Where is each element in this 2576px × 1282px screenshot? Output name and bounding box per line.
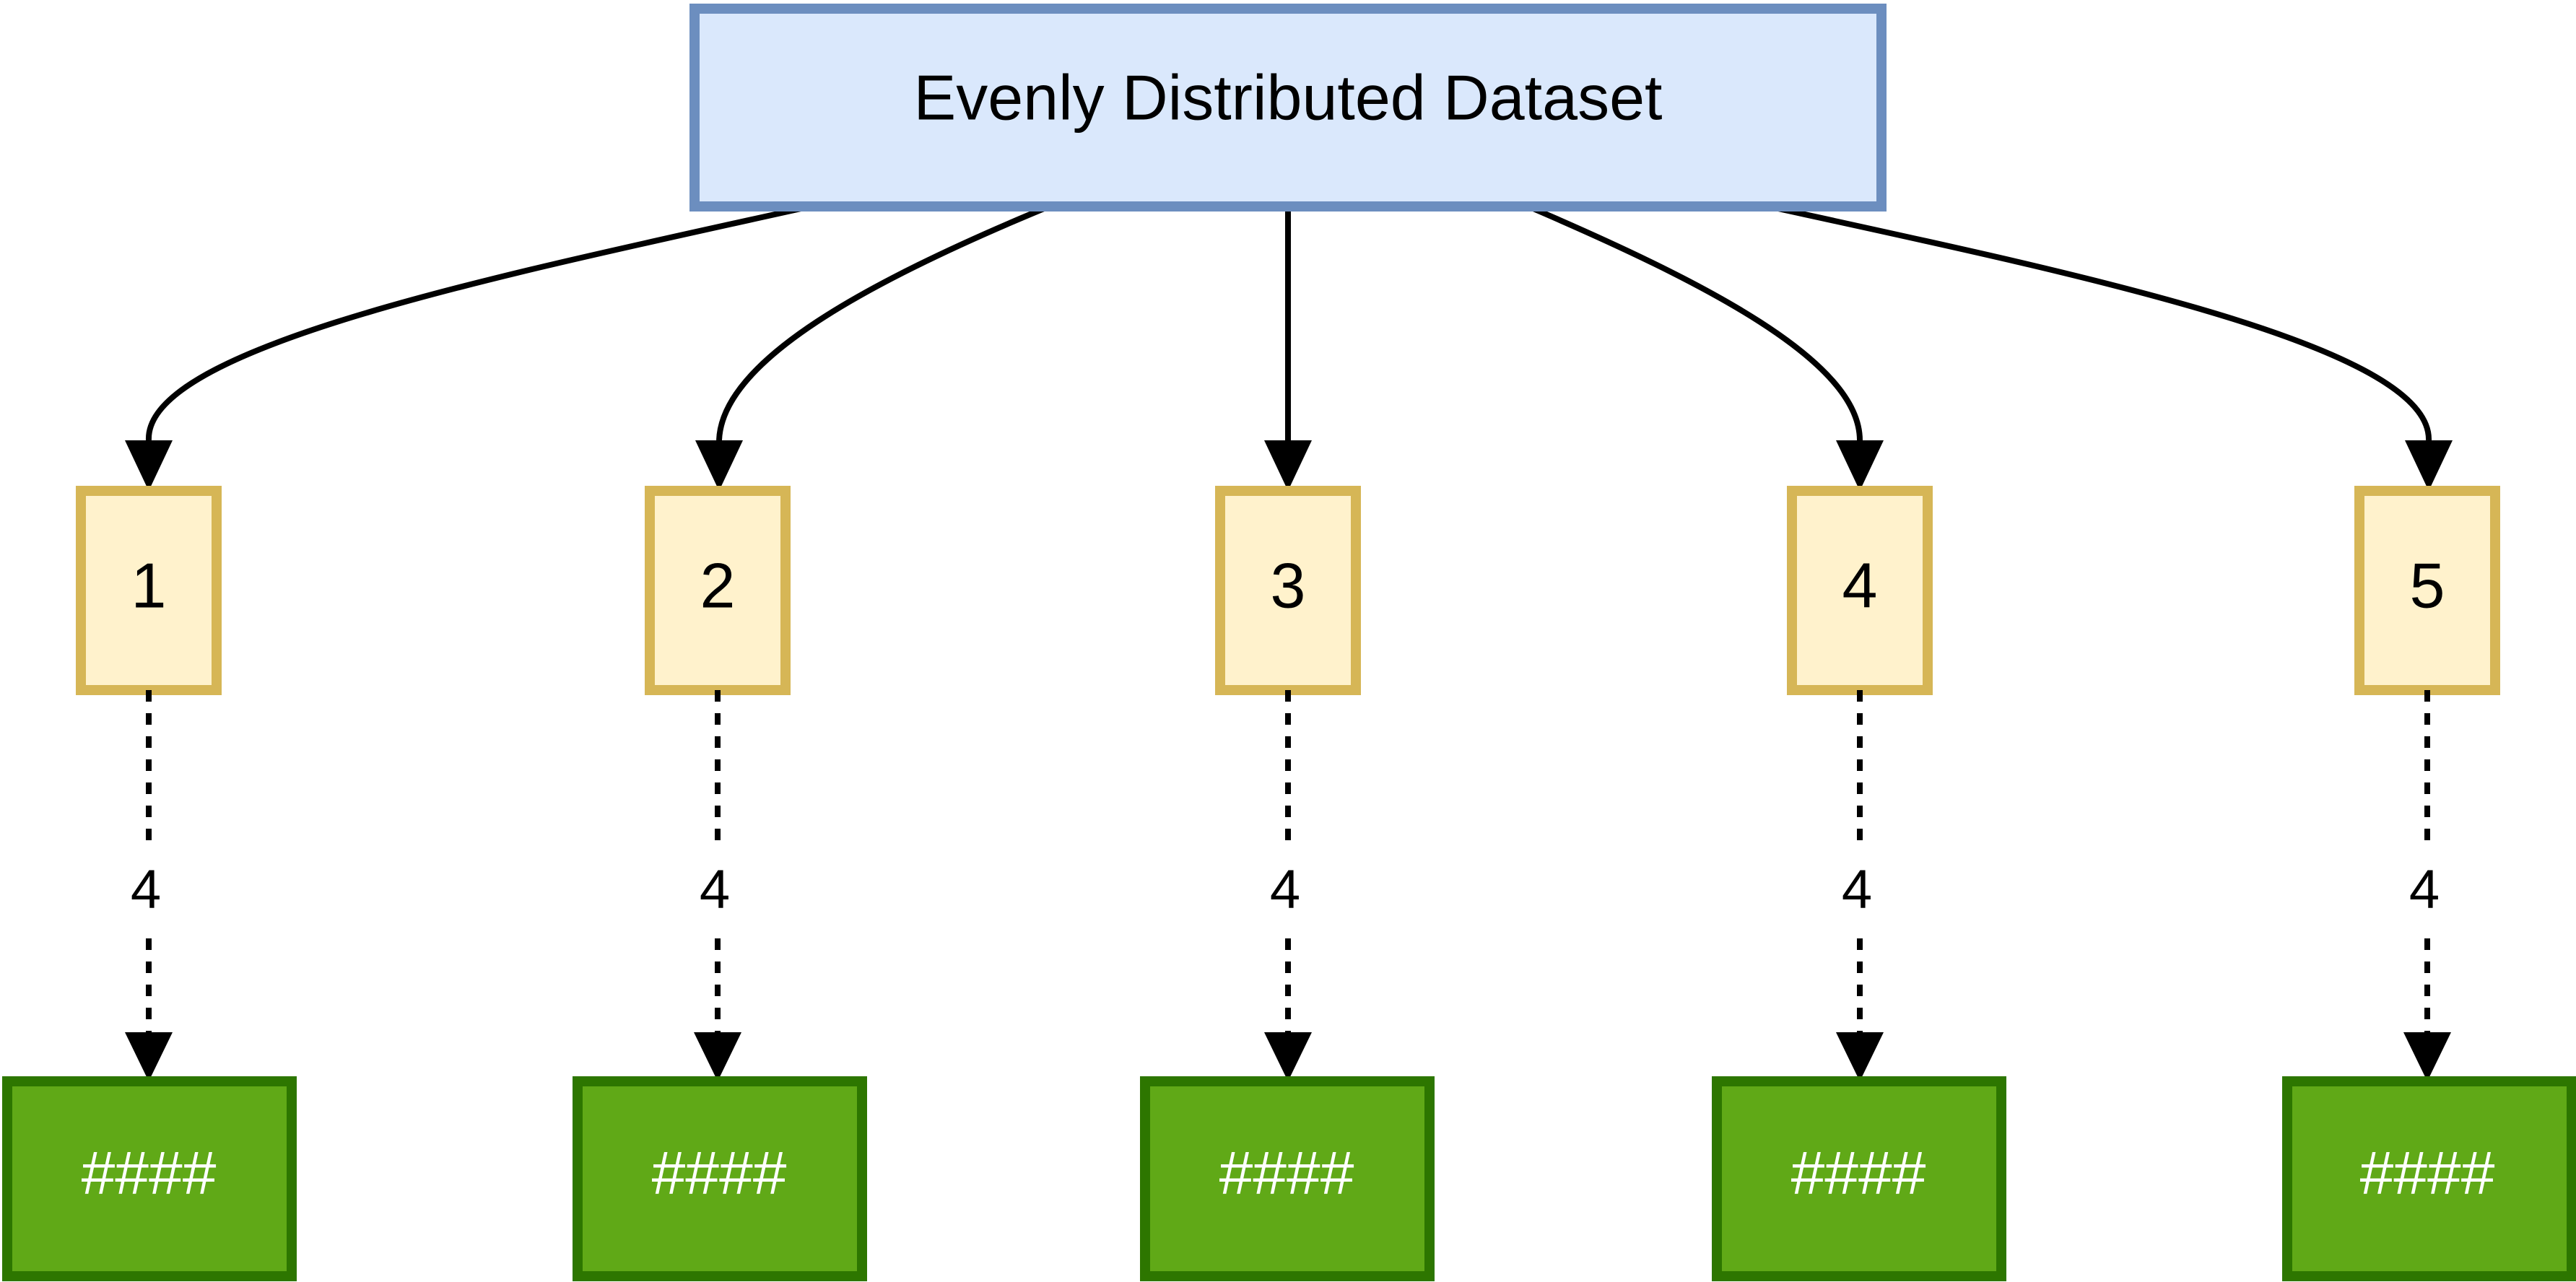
partition-node-4[interactable]: 4 — [1787, 486, 1933, 695]
output-label: #### — [1219, 1139, 1354, 1207]
output-label: #### — [82, 1139, 217, 1207]
output-node-5[interactable]: #### — [2282, 1076, 2576, 1281]
partition-box — [2354, 486, 2500, 695]
partition-node-5[interactable]: 5 — [2354, 486, 2500, 695]
edge-dataset-to-partition-4 — [1523, 202, 1863, 441]
partition-to-output-edges — [125, 690, 2451, 1081]
output-box — [1140, 1076, 1435, 1281]
output-node-4[interactable]: #### — [1712, 1076, 2006, 1281]
output-label: #### — [2360, 1139, 2495, 1207]
output-box — [573, 1076, 867, 1281]
partition-node-2[interactable]: 2 — [645, 486, 791, 695]
edge-label-4: 4 — [1842, 859, 1872, 920]
edge-dataset-to-partition-2 — [716, 202, 1054, 441]
edge-label-2: 4 — [700, 859, 730, 920]
partition-label: 3 — [1271, 549, 1306, 621]
output-node-1[interactable]: #### — [2, 1076, 297, 1281]
arrowhead-output-1 — [125, 1032, 173, 1081]
arrowhead-output-2 — [694, 1032, 741, 1081]
output-box — [2282, 1076, 2576, 1281]
dataset-box — [689, 4, 1887, 212]
arrowhead-partition-3 — [1264, 440, 1312, 491]
edge-dataset-to-partition-1 — [145, 202, 818, 441]
edge-label-5: 4 — [2409, 859, 2440, 920]
arrowhead-partition-4 — [1836, 440, 1884, 491]
edge-dataset-to-partition-5 — [1761, 202, 2432, 441]
output-node-3[interactable]: #### — [1140, 1076, 1435, 1281]
arrowhead-output-5 — [2403, 1032, 2451, 1081]
partition-label: 1 — [131, 549, 167, 621]
edge-label-3: 4 — [1270, 859, 1300, 920]
partition-box — [1787, 486, 1933, 695]
partition-node-3[interactable]: 3 — [1215, 486, 1361, 695]
arrowhead-output-3 — [1264, 1032, 1312, 1081]
dataset-to-partition-edges — [125, 202, 2453, 491]
arrowhead-partition-1 — [125, 440, 173, 491]
partition-label: 5 — [2410, 549, 2445, 621]
partition-box — [76, 486, 222, 695]
output-label: #### — [652, 1139, 787, 1207]
partition-node-1[interactable]: 1 — [76, 486, 222, 695]
partition-label: 4 — [1842, 549, 1878, 621]
output-node-2[interactable]: #### — [573, 1076, 867, 1281]
partition-label: 2 — [700, 549, 736, 621]
dataset-node[interactable]: Evenly Distributed Dataset — [689, 4, 1887, 212]
output-box — [2, 1076, 297, 1281]
output-box — [1712, 1076, 2006, 1281]
arrowhead-partition-2 — [695, 440, 743, 491]
output-label: #### — [1791, 1139, 1926, 1207]
arrowhead-output-4 — [1836, 1032, 1884, 1081]
edge-label-1: 4 — [131, 859, 161, 920]
arrowhead-partition-5 — [2405, 440, 2453, 491]
edge-labels: 4 4 4 4 4 — [131, 859, 2440, 920]
dataset-label: Evenly Distributed Dataset — [914, 61, 1663, 133]
